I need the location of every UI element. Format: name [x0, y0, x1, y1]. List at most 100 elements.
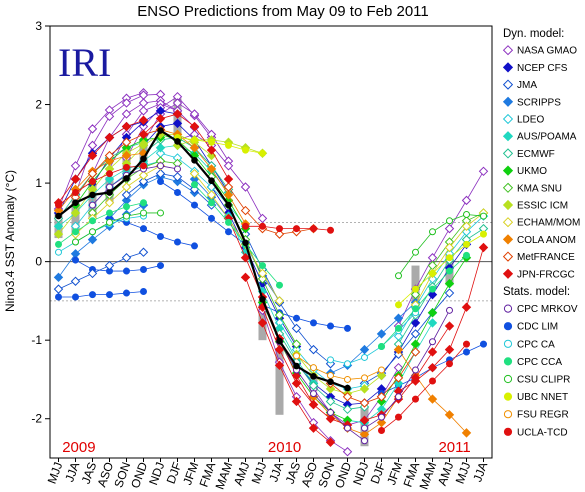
legend-marker-cpc-mrkov [503, 304, 513, 313]
series-point-jma [308, 344, 319, 355]
x-tick-label: JJA [266, 460, 286, 484]
series-point-jpn-frcgc [308, 423, 319, 433]
series-point-cpc-cca [463, 251, 470, 259]
y-tick-label: -2 [31, 412, 42, 426]
legend-marker-ubc-nnet [503, 392, 513, 401]
series-point-metfrance [240, 205, 251, 216]
series-point-fsu-regr [327, 372, 334, 380]
series-point-csu-clipr [123, 212, 130, 220]
series-point-ubc-nnet [259, 149, 266, 157]
series-point-metfrance [121, 137, 132, 147]
series-point-fsu-regr [293, 352, 300, 360]
legend-label-aus-poama: AUS/POAMA [517, 132, 577, 143]
series-point-jpn-frcgc [172, 109, 183, 119]
series-point-csu-clipr [157, 209, 164, 217]
series-point-ecmwf [308, 381, 319, 391]
series-point-aus-poama [104, 174, 115, 184]
series-point-jma [53, 284, 64, 294]
series-point-echam-mom [444, 242, 455, 253]
series-point-cpc-ca [344, 360, 351, 368]
series-point-cdc-lim [55, 293, 62, 301]
series-point-ubc-nnet [395, 301, 402, 309]
series-point-jpn-frcgc [104, 132, 115, 143]
series-point-cola-anom [376, 417, 387, 428]
x-tick-label: JJA [62, 460, 82, 484]
series-point-jpn-frcgc [308, 399, 319, 410]
series-line-nasa-gmao [126, 96, 212, 159]
series-point-cpc-mrkov [361, 424, 368, 432]
series-point-jpn-frcgc [206, 145, 217, 155]
series-point-cpc-cca [395, 324, 402, 332]
y-axis-label: Nino3.4 SST Anomaly (°C) [3, 170, 17, 312]
series-point-cpc-mrkov [395, 393, 402, 401]
series-point-metfrance [223, 182, 234, 192]
chart-title: ENSO Predictions from May 09 to Feb 2011 [137, 3, 429, 20]
series-point-nasa-gmao [138, 106, 149, 116]
series-point-cdc-lim [157, 178, 164, 186]
series-line-echam-mom [194, 173, 280, 302]
series-point-ecmwf [342, 404, 353, 415]
series-point-kma-snu [274, 310, 285, 320]
series-point-cdc-lim [123, 289, 130, 297]
series-point-jpn-frcgc [427, 362, 438, 373]
series-line-essic-icm [126, 133, 212, 164]
series-point-ucla-tcd [242, 222, 249, 230]
observed-point [208, 177, 215, 185]
series-point-cpc-mrkov [327, 408, 334, 416]
legend-marker-essic-icm [502, 199, 514, 211]
series-point-cdc-lim [480, 340, 487, 348]
series-point-ecmwf [325, 396, 336, 407]
legend-marker-nasa-gmao [502, 45, 514, 56]
observed-point [174, 138, 181, 145]
legend-label-jpn-frcgc: JPN-FRCGC [517, 269, 575, 280]
series-point-csu-clipr [412, 248, 419, 256]
legend-label-cdc-lim: CDC LIM [517, 322, 558, 333]
series-point-metfrance [376, 392, 387, 402]
series-point-jpn-frcgc [444, 344, 455, 355]
legend-marker-kma-snu [502, 182, 514, 193]
series-point-ukmo [444, 278, 455, 289]
series-point-ucla-tcd [293, 225, 300, 233]
observed-point [157, 127, 164, 134]
series-point-csu-clipr [446, 217, 453, 225]
series-point-nasa-gmao [342, 447, 353, 457]
series-point-cdc-lim [140, 265, 147, 273]
series-point-jma [172, 172, 183, 182]
x-tick-label: JJA [470, 460, 490, 484]
series-point-nasa-gmao [87, 124, 98, 134]
series-point-essic-icm [376, 370, 387, 381]
series-point-ucla-tcd [55, 201, 62, 209]
series-point-jpn-frcgc [121, 121, 132, 132]
series-point-cola-anom [189, 143, 200, 153]
series-point-ucla-tcd [446, 360, 453, 368]
series-point-echam-mom [257, 268, 268, 279]
year-label: 2010 [268, 439, 301, 456]
observed-point [242, 239, 249, 247]
series-point-cpc-mrkov [157, 162, 164, 170]
series-point-echam-mom [189, 168, 200, 179]
observed-point [72, 199, 79, 207]
series-point-fsu-regr [378, 366, 385, 374]
legend-label-csu-clipr: CSU CLIPR [517, 375, 570, 386]
series-point-scripps [393, 313, 404, 323]
legend-label-cola-anom: COLA ANOM [517, 235, 576, 246]
series-point-jpn-frcgc [461, 302, 472, 312]
series-point-cdc-lim [157, 262, 164, 270]
observed-point [191, 157, 198, 164]
series-point-cpc-cca [412, 305, 419, 313]
series-point-metfrance [87, 168, 98, 179]
series-point-ucla-tcd [310, 225, 317, 233]
series-point-cpc-cca [191, 181, 198, 189]
series-point-jpn-frcgc [87, 150, 98, 161]
legend-marker-echam-mom [502, 217, 514, 228]
series-point-ucla-tcd [106, 170, 113, 178]
series-point-ucla-tcd [140, 162, 147, 170]
observed-point [327, 378, 334, 386]
legend-label-ukmo: UKMO [517, 166, 547, 177]
legend-marker-cdc-lim [503, 322, 513, 331]
series-point-cpc-cca [378, 342, 385, 350]
plot-area: 3210-1-2MJJJJAJASASOSONONDNDJDJFJFMFMAMA… [31, 19, 493, 491]
legend-label-ecmwf: ECMWF [517, 149, 555, 160]
series-point-metfrance [359, 398, 370, 408]
series-point-jma [444, 288, 455, 298]
